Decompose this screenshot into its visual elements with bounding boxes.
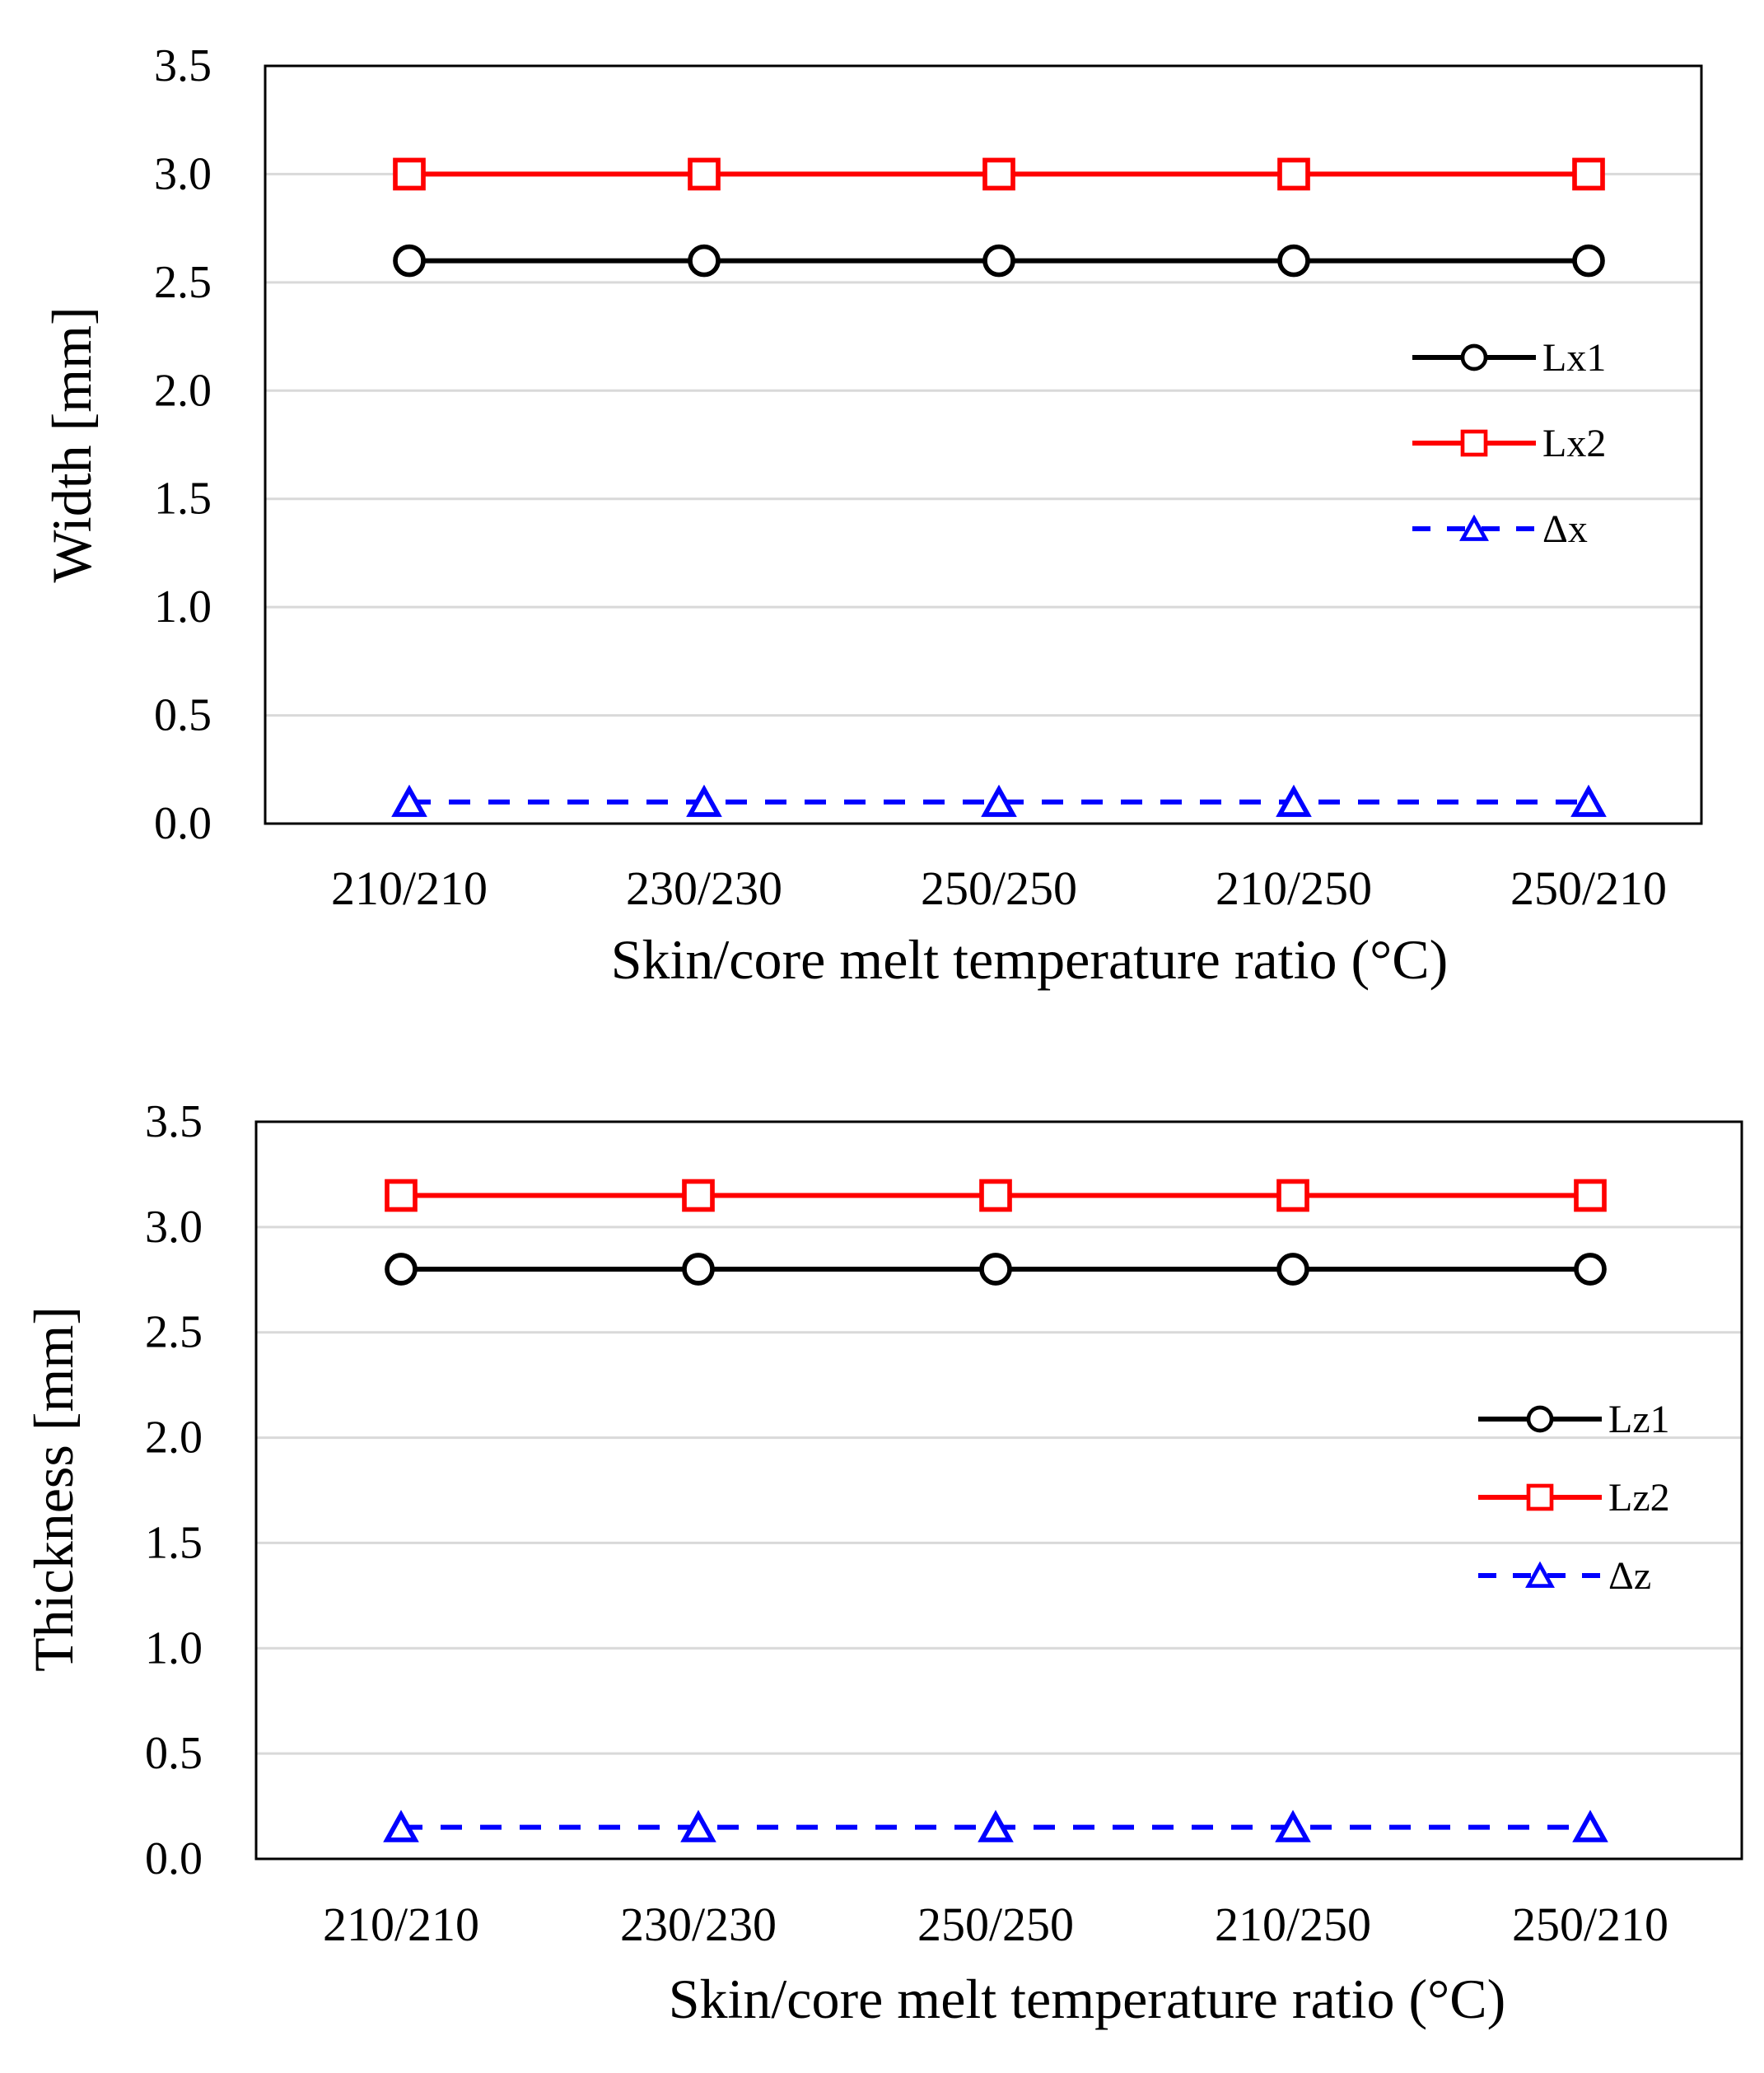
y-tick-label: 0.0	[145, 1833, 203, 1884]
x-category-label: 250/210	[1510, 861, 1667, 915]
data-point-marker	[982, 157, 1015, 191]
data-point-marker	[1276, 1253, 1309, 1286]
series-lx2	[393, 157, 1605, 191]
legend: Lx1 Lx2 Δx	[1412, 336, 1606, 551]
y-tick-label: 3.5	[145, 1096, 203, 1147]
legend-label: Δx	[1542, 507, 1588, 551]
legend-marker	[1526, 1483, 1554, 1511]
series-z	[383, 1809, 1608, 1842]
legend-label: Lx2	[1542, 422, 1606, 465]
y-tick-label: 3.0	[145, 1202, 203, 1253]
x-axis-title: Skin/core melt temperature ratio (°C)	[669, 1968, 1506, 2030]
data-point-marker	[1574, 1253, 1607, 1286]
data-point-marker	[1574, 1179, 1607, 1212]
data-point-marker	[1276, 784, 1312, 817]
legend-label: Lz2	[1608, 1476, 1670, 1520]
data-point-marker	[391, 784, 427, 817]
data-point-marker	[982, 244, 1015, 278]
x-category-label: 250/250	[917, 1898, 1074, 1951]
data-point-marker	[1277, 157, 1310, 191]
series-lz2	[385, 1179, 1607, 1212]
y-tick-label: 0.5	[145, 1728, 203, 1779]
x-category-label: 210/210	[331, 861, 488, 915]
x-category-label: 210/210	[323, 1898, 479, 1951]
y-tick-label: 0.5	[154, 690, 212, 741]
legend-label: Lz1	[1608, 1398, 1670, 1441]
data-point-marker	[1276, 1179, 1309, 1212]
y-tick-label: 2.5	[154, 257, 212, 308]
data-point-marker	[978, 1809, 1014, 1842]
x-category-label: 230/230	[626, 861, 782, 915]
data-point-marker	[393, 157, 426, 191]
series-lx1	[393, 244, 1605, 278]
y-tick-label: 2.0	[145, 1412, 203, 1464]
legend-marker	[1459, 514, 1489, 541]
x-category-label: 210/250	[1216, 861, 1372, 915]
legend-marker	[1525, 1561, 1555, 1588]
data-point-marker	[385, 1253, 418, 1286]
y-tick-label: 3.5	[154, 40, 212, 91]
y-tick-label: 2.5	[145, 1307, 203, 1358]
data-point-marker	[1572, 1809, 1608, 1842]
y-tick-label: 1.5	[145, 1517, 203, 1568]
legend-marker	[1526, 1405, 1554, 1433]
chart-panel-2: 0.0 0.5 1.0 1.5 2.0 2.5 3.0 3.5 210/210 230/230 25…	[22, 1096, 1743, 2030]
legend-marker	[1460, 343, 1488, 371]
y-tick-label: 0.0	[154, 798, 212, 849]
data-point-marker	[1570, 784, 1607, 817]
plot-area-frame	[264, 64, 1703, 825]
data-point-marker	[682, 1179, 715, 1212]
data-point-marker	[981, 784, 1017, 817]
data-point-marker	[680, 1809, 716, 1842]
data-point-marker	[1572, 157, 1605, 191]
y-axis-title: Width [mm]	[40, 306, 103, 582]
data-point-marker	[385, 1179, 418, 1212]
data-point-marker	[1275, 1809, 1311, 1842]
data-point-marker	[979, 1253, 1012, 1286]
data-point-marker	[393, 244, 426, 278]
y-axis-title: Thickness [mm]	[22, 1306, 85, 1672]
series-x	[391, 784, 1607, 817]
x-category-label: 250/250	[921, 861, 1077, 915]
series-lz1	[385, 1253, 1607, 1286]
x-category-label: 210/250	[1215, 1898, 1371, 1951]
legend-marker	[1460, 429, 1488, 457]
legend-label: Lx1	[1542, 336, 1606, 380]
x-category-label: 230/230	[620, 1898, 777, 1951]
data-point-marker	[688, 244, 721, 278]
data-point-marker	[979, 1179, 1012, 1212]
y-tick-label: 2.0	[154, 365, 212, 416]
legend: Lz1 Lz2 Δz	[1478, 1398, 1670, 1598]
data-point-marker	[686, 784, 722, 817]
chart-panel-1: 0.0 0.5 1.0 1.5 2.0 2.5 3.0 3.5 210/210 230/230 25…	[40, 40, 1703, 991]
data-point-marker	[682, 1253, 715, 1286]
y-tick-label: 1.0	[154, 581, 212, 633]
x-axis-title: Skin/core melt temperature ratio (°C)	[611, 928, 1449, 991]
y-tick-label: 1.5	[154, 474, 212, 525]
data-point-marker	[1277, 244, 1310, 278]
legend-label: Δz	[1608, 1554, 1651, 1598]
x-category-label: 250/210	[1512, 1898, 1668, 1951]
y-tick-label: 1.0	[145, 1622, 203, 1674]
plot-area-frame	[254, 1120, 1743, 1861]
data-point-marker	[1572, 244, 1605, 278]
y-tick-label: 3.0	[154, 148, 212, 199]
data-point-marker	[383, 1809, 419, 1842]
data-point-marker	[688, 157, 721, 191]
